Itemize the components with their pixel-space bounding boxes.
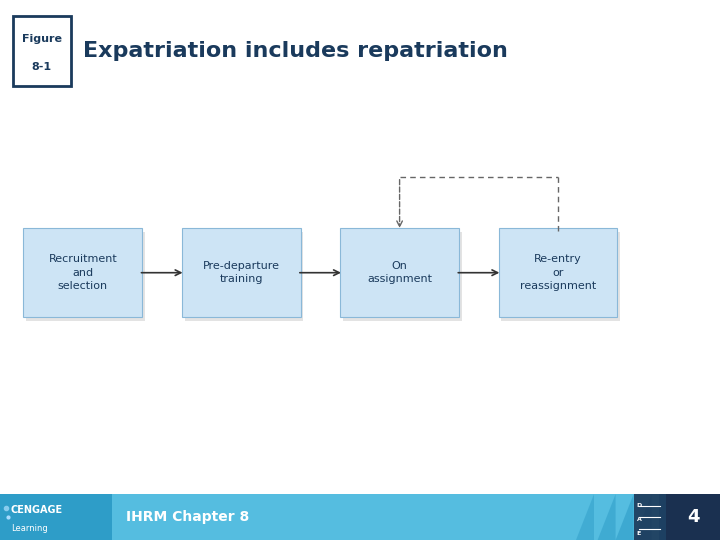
Text: A: A <box>636 517 642 522</box>
Text: Figure: Figure <box>22 35 62 44</box>
Text: Recruitment
and
selection: Recruitment and selection <box>48 254 117 291</box>
Bar <box>112 494 659 540</box>
Text: Learning: Learning <box>11 524 48 533</box>
Polygon shape <box>598 494 616 540</box>
Polygon shape <box>634 494 652 540</box>
Text: On
assignment: On assignment <box>367 261 432 284</box>
Text: Re-entry
or
reassignment: Re-entry or reassignment <box>520 254 596 291</box>
Polygon shape <box>616 494 634 540</box>
FancyBboxPatch shape <box>27 232 145 321</box>
Polygon shape <box>659 494 677 540</box>
Text: D: D <box>636 503 642 508</box>
FancyBboxPatch shape <box>498 228 618 317</box>
FancyBboxPatch shape <box>343 232 462 321</box>
Bar <box>666 494 720 540</box>
FancyBboxPatch shape <box>341 228 459 317</box>
Text: Pre-departure
training: Pre-departure training <box>203 261 279 284</box>
Text: Expatriation includes repatriation: Expatriation includes repatriation <box>83 41 508 62</box>
FancyBboxPatch shape <box>501 232 621 321</box>
Text: IHRM Chapter 8: IHRM Chapter 8 <box>126 510 249 524</box>
FancyBboxPatch shape <box>24 228 143 317</box>
Text: 4: 4 <box>687 508 699 526</box>
Bar <box>634 494 666 540</box>
Text: CENGAGE: CENGAGE <box>11 505 63 515</box>
FancyBboxPatch shape <box>181 228 301 317</box>
Text: E: E <box>636 531 641 536</box>
Bar <box>13 16 71 86</box>
Bar <box>0 494 720 540</box>
FancyBboxPatch shape <box>184 232 304 321</box>
Polygon shape <box>576 494 594 540</box>
Text: 8-1: 8-1 <box>32 62 52 72</box>
